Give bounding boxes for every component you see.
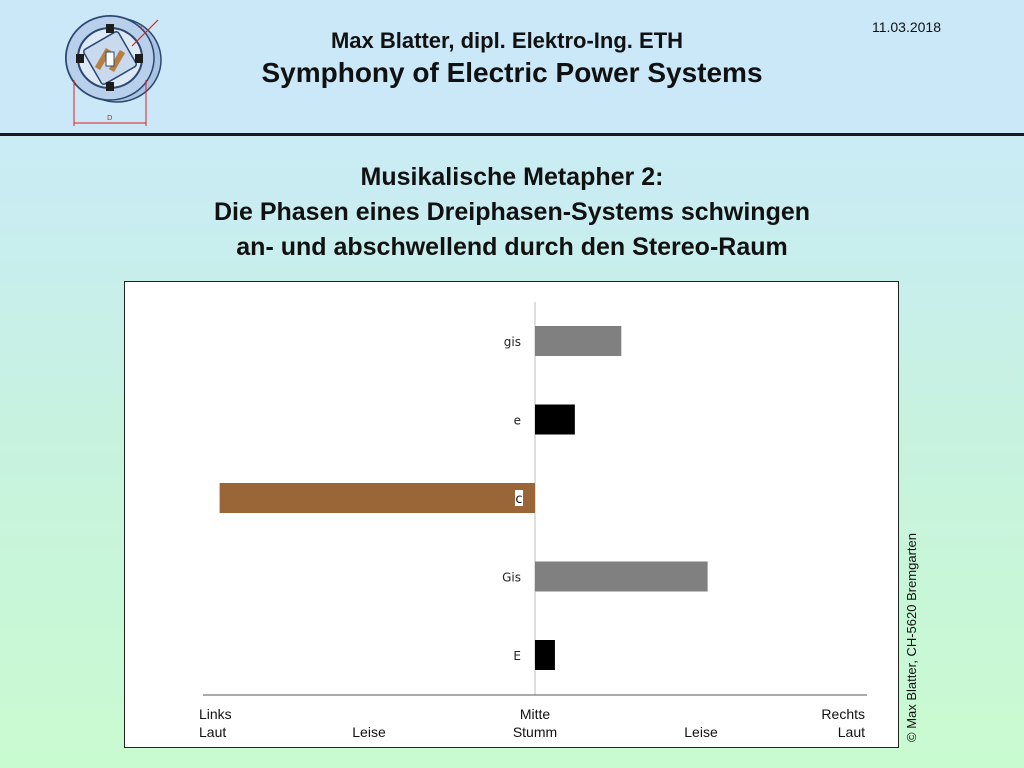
x-tick-label-top-2: Mitte — [520, 706, 551, 722]
x-tick-label-bottom-4: Laut — [838, 724, 865, 740]
slide-header: c D Max Blatter, dipl. Elektro-Ing. ETH … — [0, 0, 1024, 136]
bar-gis — [535, 326, 622, 356]
chart-frame: gis e c Gis E Links Laut Leise Mitte Stumm Leise Re… — [124, 281, 899, 748]
x-tick-label-bottom-3: Leise — [684, 724, 718, 740]
bar-label-bg-c — [515, 490, 523, 506]
x-tick-label-top-0: Links — [199, 706, 232, 722]
bar-E — [535, 640, 555, 670]
logo-label-d: D — [107, 114, 112, 122]
bar-e — [535, 404, 575, 435]
bar-label-E: E — [513, 649, 521, 663]
slide-title-line-1: Musikalische Metapher 2: — [360, 163, 664, 191]
balance-bar-chart: gis e c Gis E Links Laut Leise Mitte Stumm Leise Re… — [199, 302, 867, 740]
x-tick-label-bottom-2: Stumm — [513, 724, 557, 740]
slide-title: Musikalische Metapher 2: Die Phasen eine… — [0, 160, 1024, 265]
copyright-note: © Max Blatter, CH-5620 Bremgarten — [904, 533, 919, 742]
slide-title-line-3: an- und abschwellend durch den Stereo-Ra… — [236, 233, 788, 261]
slide-date: 11.03.2018 — [871, 19, 941, 35]
bar-c — [219, 483, 535, 513]
deck-title: Symphony of Electric Power Systems — [261, 57, 763, 88]
logo-label-c: c — [140, 23, 144, 32]
slide-title-line-2: Die Phasen eines Dreiphasen-Systems schw… — [213, 198, 811, 226]
author-line: Max Blatter, dipl. Elektro-Ing. ETH — [330, 28, 684, 53]
bar-label-c: c — [515, 492, 522, 507]
x-tick-label-top-4: Rechts — [821, 706, 865, 722]
motor-logo-icon: c D — [65, 15, 162, 126]
x-tick-label-bottom-0: Laut — [199, 724, 226, 740]
bar-label-e: e — [514, 414, 521, 428]
bar-label-Gis: Gis — [502, 571, 521, 585]
x-tick-label-bottom-1: Leise — [352, 724, 386, 740]
bar-label-gis: gis — [504, 335, 521, 349]
bar-Gis — [535, 561, 708, 592]
